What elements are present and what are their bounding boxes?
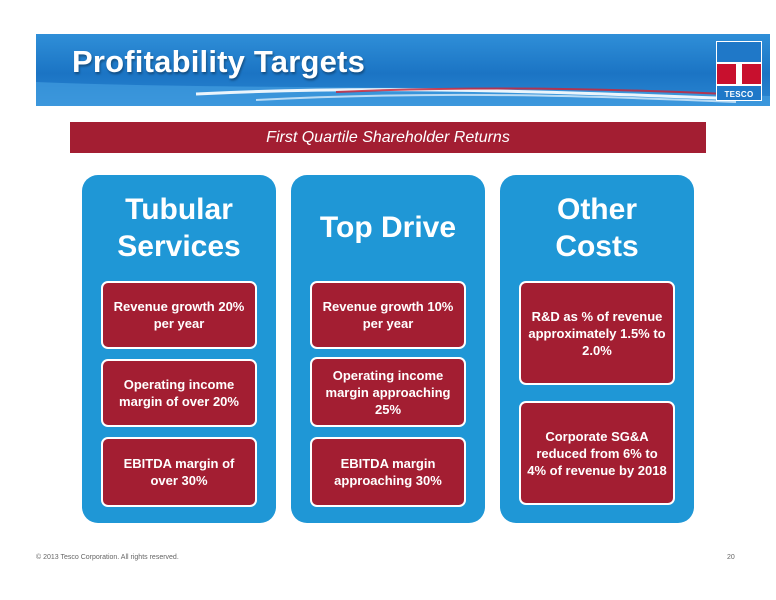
logo-wordmark: TESCO <box>724 90 754 99</box>
tesco-logo: TESCO <box>716 41 762 101</box>
column-title-line: Costs <box>555 230 639 263</box>
target-card: Corporate SG&A reduced from 6% to 4% of … <box>519 401 675 505</box>
column-top-drive: Top Drive Revenue growth 10% per year Op… <box>291 175 485 523</box>
target-card: EBITDA margin approaching 30% <box>310 437 466 507</box>
target-text: EBITDA margin approaching 30% <box>334 456 442 488</box>
column-title: Tubular Services <box>82 191 276 265</box>
target-card: EBITDA margin of over 30% <box>101 437 257 507</box>
header-swoosh-graphic <box>36 82 770 106</box>
column-title-line: Top Drive <box>319 211 457 244</box>
target-text: Corporate SG&A reduced from 6% to 4% of … <box>527 428 667 478</box>
target-text: R&D as % of revenue approximately 1.5% t… <box>528 308 666 358</box>
target-card: Operating income margin approaching 25% <box>310 357 466 427</box>
target-card: Revenue growth 10% per year <box>310 281 466 349</box>
target-text: Operating income margin of over 20% <box>119 377 239 409</box>
page-number: 20 <box>727 554 735 561</box>
target-card: Operating income margin of over 20% <box>101 359 257 427</box>
column-title: Top Drive <box>291 209 485 246</box>
target-card: R&D as % of revenue approximately 1.5% t… <box>519 281 675 385</box>
target-text: Revenue growth 10% per year <box>322 299 454 331</box>
subtitle-banner: First Quartile Shareholder Returns <box>70 122 706 153</box>
target-text: EBITDA margin of over 30% <box>123 456 235 488</box>
header-bar: Profitability Targets TESCO <box>36 34 770 106</box>
target-text: Operating income margin approaching 25% <box>325 367 451 417</box>
column-tubular-services: Tubular Services Revenue growth 20% per … <box>82 175 276 523</box>
page-title: Profitability Targets <box>72 44 366 79</box>
column-title-line: Services <box>117 230 241 263</box>
banner-text: First Quartile Shareholder Returns <box>266 128 510 146</box>
target-card: Revenue growth 20% per year <box>101 281 257 349</box>
column-other-costs: Other Costs R&D as % of revenue approxim… <box>500 175 694 523</box>
column-title: Other Costs <box>500 191 694 265</box>
column-title-line: Tubular <box>125 193 233 226</box>
column-title-line: Other <box>556 193 637 226</box>
copyright-footer: © 2013 Tesco Corporation. All rights res… <box>36 554 179 561</box>
target-text: Revenue growth 20% per year <box>113 299 245 331</box>
tesco-logo-icon <box>717 42 761 100</box>
